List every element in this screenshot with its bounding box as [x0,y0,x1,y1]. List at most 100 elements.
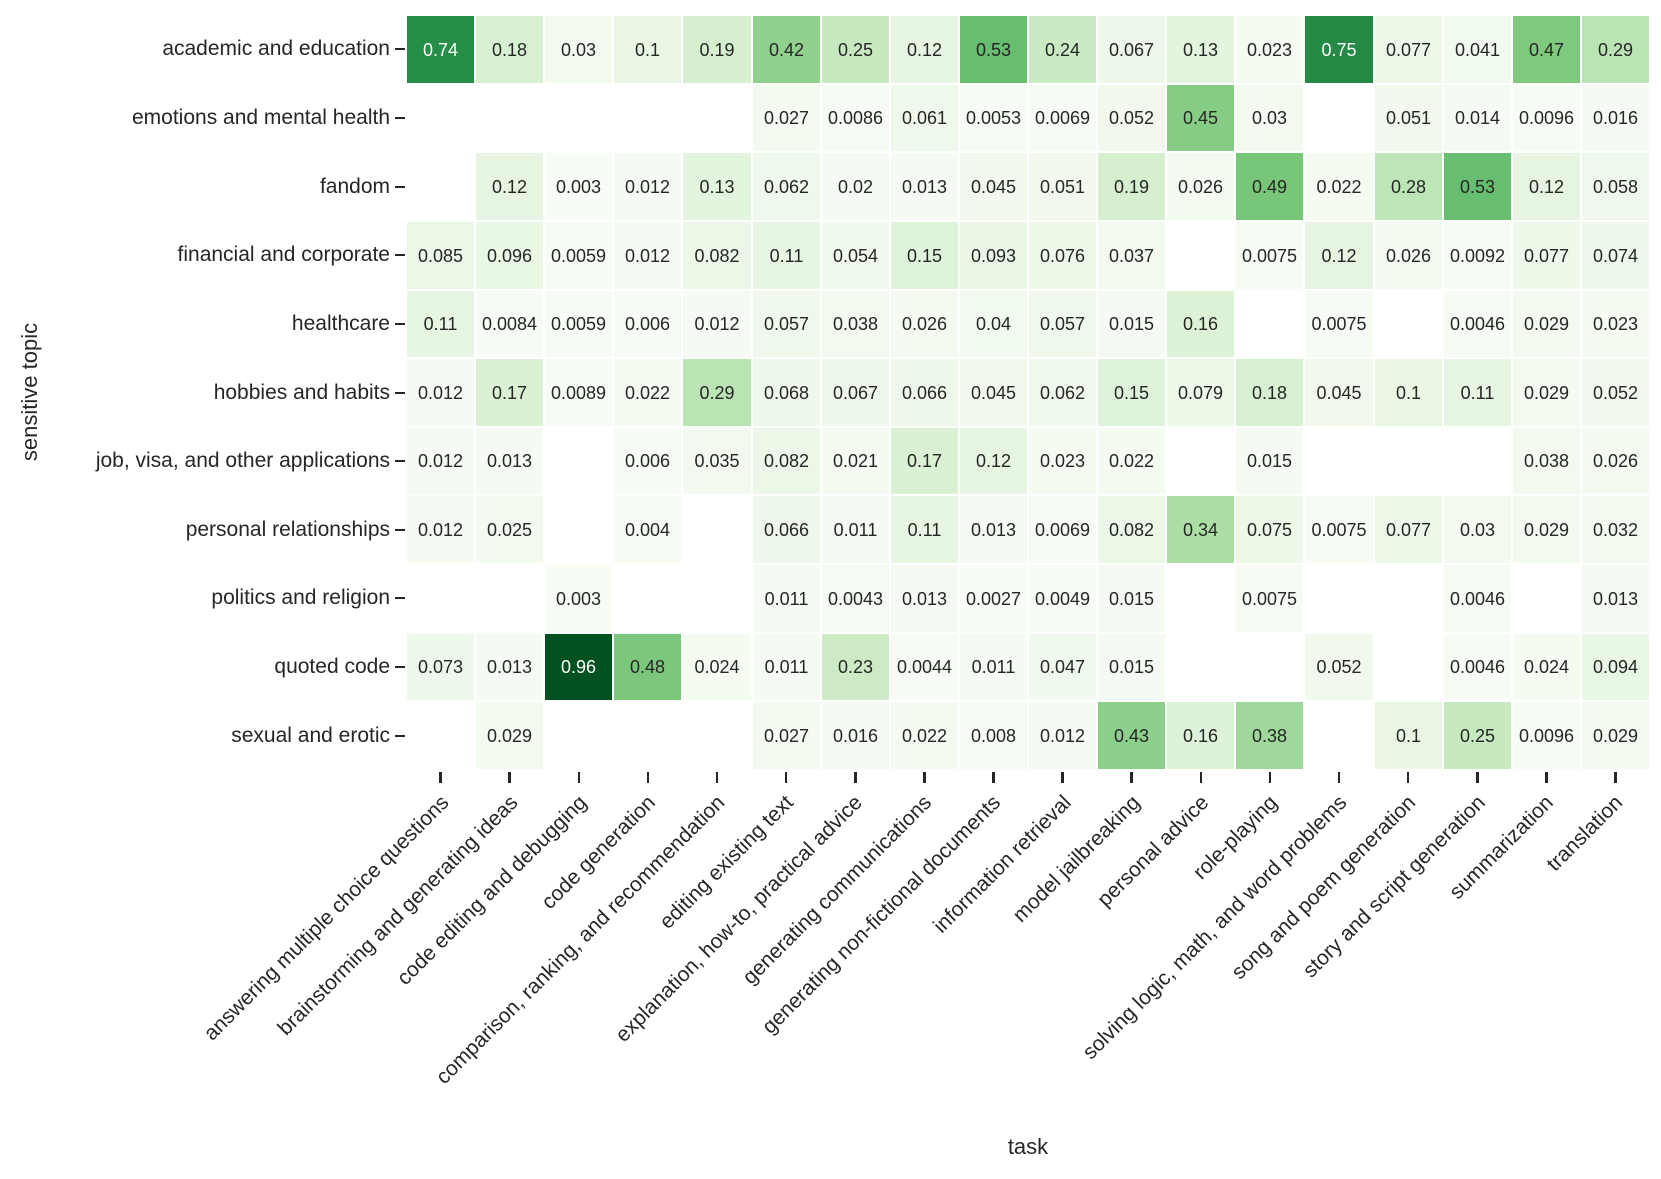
cell-value: 0.057 [1039,314,1086,334]
cell-value: 0.013 [486,451,533,471]
heatmap-cell: 0.13 [1167,16,1234,83]
cell-value: 0.012 [417,519,464,540]
heatmap-cell: 0.25 [1444,702,1511,769]
heatmap-cell: 0.48 [614,634,681,700]
heatmap-cell: 0.011 [822,496,889,563]
heatmap-cell: 0.023 [1029,428,1096,494]
heatmap-cell: 0.13 [683,153,751,220]
cell-value: 0.1 [1395,382,1422,403]
heatmap-cell [1513,565,1580,632]
heatmap-cell: 0.0044 [891,634,958,700]
cell-value: 0.029 [1523,314,1570,334]
cell-value: 0.0089 [550,382,607,403]
cell-value: 0.12 [975,451,1012,471]
heatmap-cell [407,85,474,151]
y-tick-label: emotions and mental health [132,106,390,129]
cell-value: 0.1 [634,39,661,60]
heatmap-cell: 0.43 [1098,702,1165,769]
heatmap-cell: 0.045 [960,153,1027,220]
heatmap-cell: 0.096 [476,222,543,289]
heatmap-cell: 0.11 [891,496,958,563]
heatmap-cell: 0.003 [545,565,612,632]
y-tick-label: sexual and erotic [231,724,390,747]
heatmap-cell: 0.082 [683,222,751,289]
heatmap-cell: 0.0046 [1444,565,1511,632]
heatmap-cell: 0.012 [614,222,681,289]
heatmap-cell: 0.015 [1236,428,1303,494]
cell-value: 0.067 [1108,39,1155,60]
heatmap-cell: 0.041 [1444,16,1511,83]
cell-value: 0.029 [1592,725,1639,746]
heatmap-cell: 0.1 [1375,359,1442,426]
cell-value: 0.074 [1592,245,1639,266]
heatmap-cell: 0.18 [1236,359,1303,426]
heatmap-cell: 0.052 [1098,85,1165,151]
heatmap-cell: 0.0075 [1236,565,1303,632]
heatmap-cell: 0.013 [476,428,543,494]
cell-value: 0.016 [832,725,879,746]
cell-value: 0.11 [769,245,804,266]
cell-value: 0.25 [837,39,874,60]
cell-value: 0.47 [1528,39,1565,60]
cell-value: 0.02 [837,176,874,197]
cell-value: 0.021 [832,451,879,471]
heatmap-cell: 0.008 [960,702,1027,769]
cell-value: 0.012 [1039,725,1086,746]
cell-value: 0.029 [486,725,533,746]
cell-value: 0.0046 [1449,314,1506,334]
heatmap-cell: 0.0043 [822,565,889,632]
cell-value: 0.077 [1385,39,1432,60]
heatmap-cell: 0.013 [891,153,958,220]
cell-value: 0.008 [970,725,1017,746]
cell-value: 0.066 [763,519,810,540]
heatmap-cell: 0.11 [1444,359,1511,426]
heatmap-cell: 0.0059 [545,291,612,357]
heatmap-cell: 0.066 [891,359,958,426]
heatmap-cell: 0.051 [1375,85,1442,151]
cell-value: 0.38 [1251,725,1288,746]
heatmap-cell: 0.014 [1444,85,1511,151]
heatmap-cell: 0.013 [960,496,1027,563]
heatmap-cell: 0.53 [1444,153,1511,220]
heatmap-grid: 0.74 0.18 0.03 0.1 0.19 0.42 0.25 0.12 0.53 0.24 0… [406,15,1650,770]
cell-value: 0.29 [699,382,735,403]
heatmap-cell: 0.012 [407,428,474,494]
heatmap-cell [1305,85,1373,151]
cell-value: 0.032 [1592,519,1639,540]
cell-value: 0.16 [1182,725,1219,746]
heatmap-cell: 0.025 [476,496,543,563]
cell-value: 0.43 [1113,725,1150,746]
heatmap-cell: 0.16 [1167,291,1234,357]
heatmap-cell [614,702,681,769]
heatmap-cell: 0.023 [1582,291,1649,357]
cell-value: 0.096 [486,245,533,266]
heatmap-cell: 0.074 [1582,222,1649,289]
heatmap-cell: 0.02 [822,153,889,220]
cell-value: 0.082 [1108,519,1155,540]
heatmap-cell: 0.0046 [1444,634,1511,700]
heatmap-cell: 0.003 [545,153,612,220]
cell-value: 0.013 [901,176,948,197]
heatmap-cell: 0.012 [407,496,474,563]
cell-value: 0.062 [763,176,810,197]
cell-value: 0.74 [422,39,459,60]
cell-value: 0.025 [486,519,533,540]
heatmap-cell: 0.12 [960,428,1027,494]
x-tick [1406,772,1410,783]
y-tick-label: personal relationships [185,518,390,541]
cell-value: 0.15 [906,245,943,266]
heatmap-cell: 0.058 [1582,153,1649,220]
heatmap-cell [407,702,474,769]
heatmap-cell [1305,702,1373,769]
cell-value: 0.082 [694,245,740,266]
cell-value: 0.029 [1523,382,1570,403]
heatmap-cell: 0.0053 [960,85,1027,151]
cell-value: 0.057 [763,314,810,334]
heatmap-cell: 0.12 [1305,222,1373,289]
heatmap-cell: 0.029 [1513,496,1580,563]
heatmap-cell: 0.03 [1444,496,1511,563]
cell-value: 0.03 [560,39,597,60]
cell-value: 0.0084 [481,314,538,334]
heatmap-cell [683,565,751,632]
heatmap-cell: 0.026 [1582,428,1649,494]
